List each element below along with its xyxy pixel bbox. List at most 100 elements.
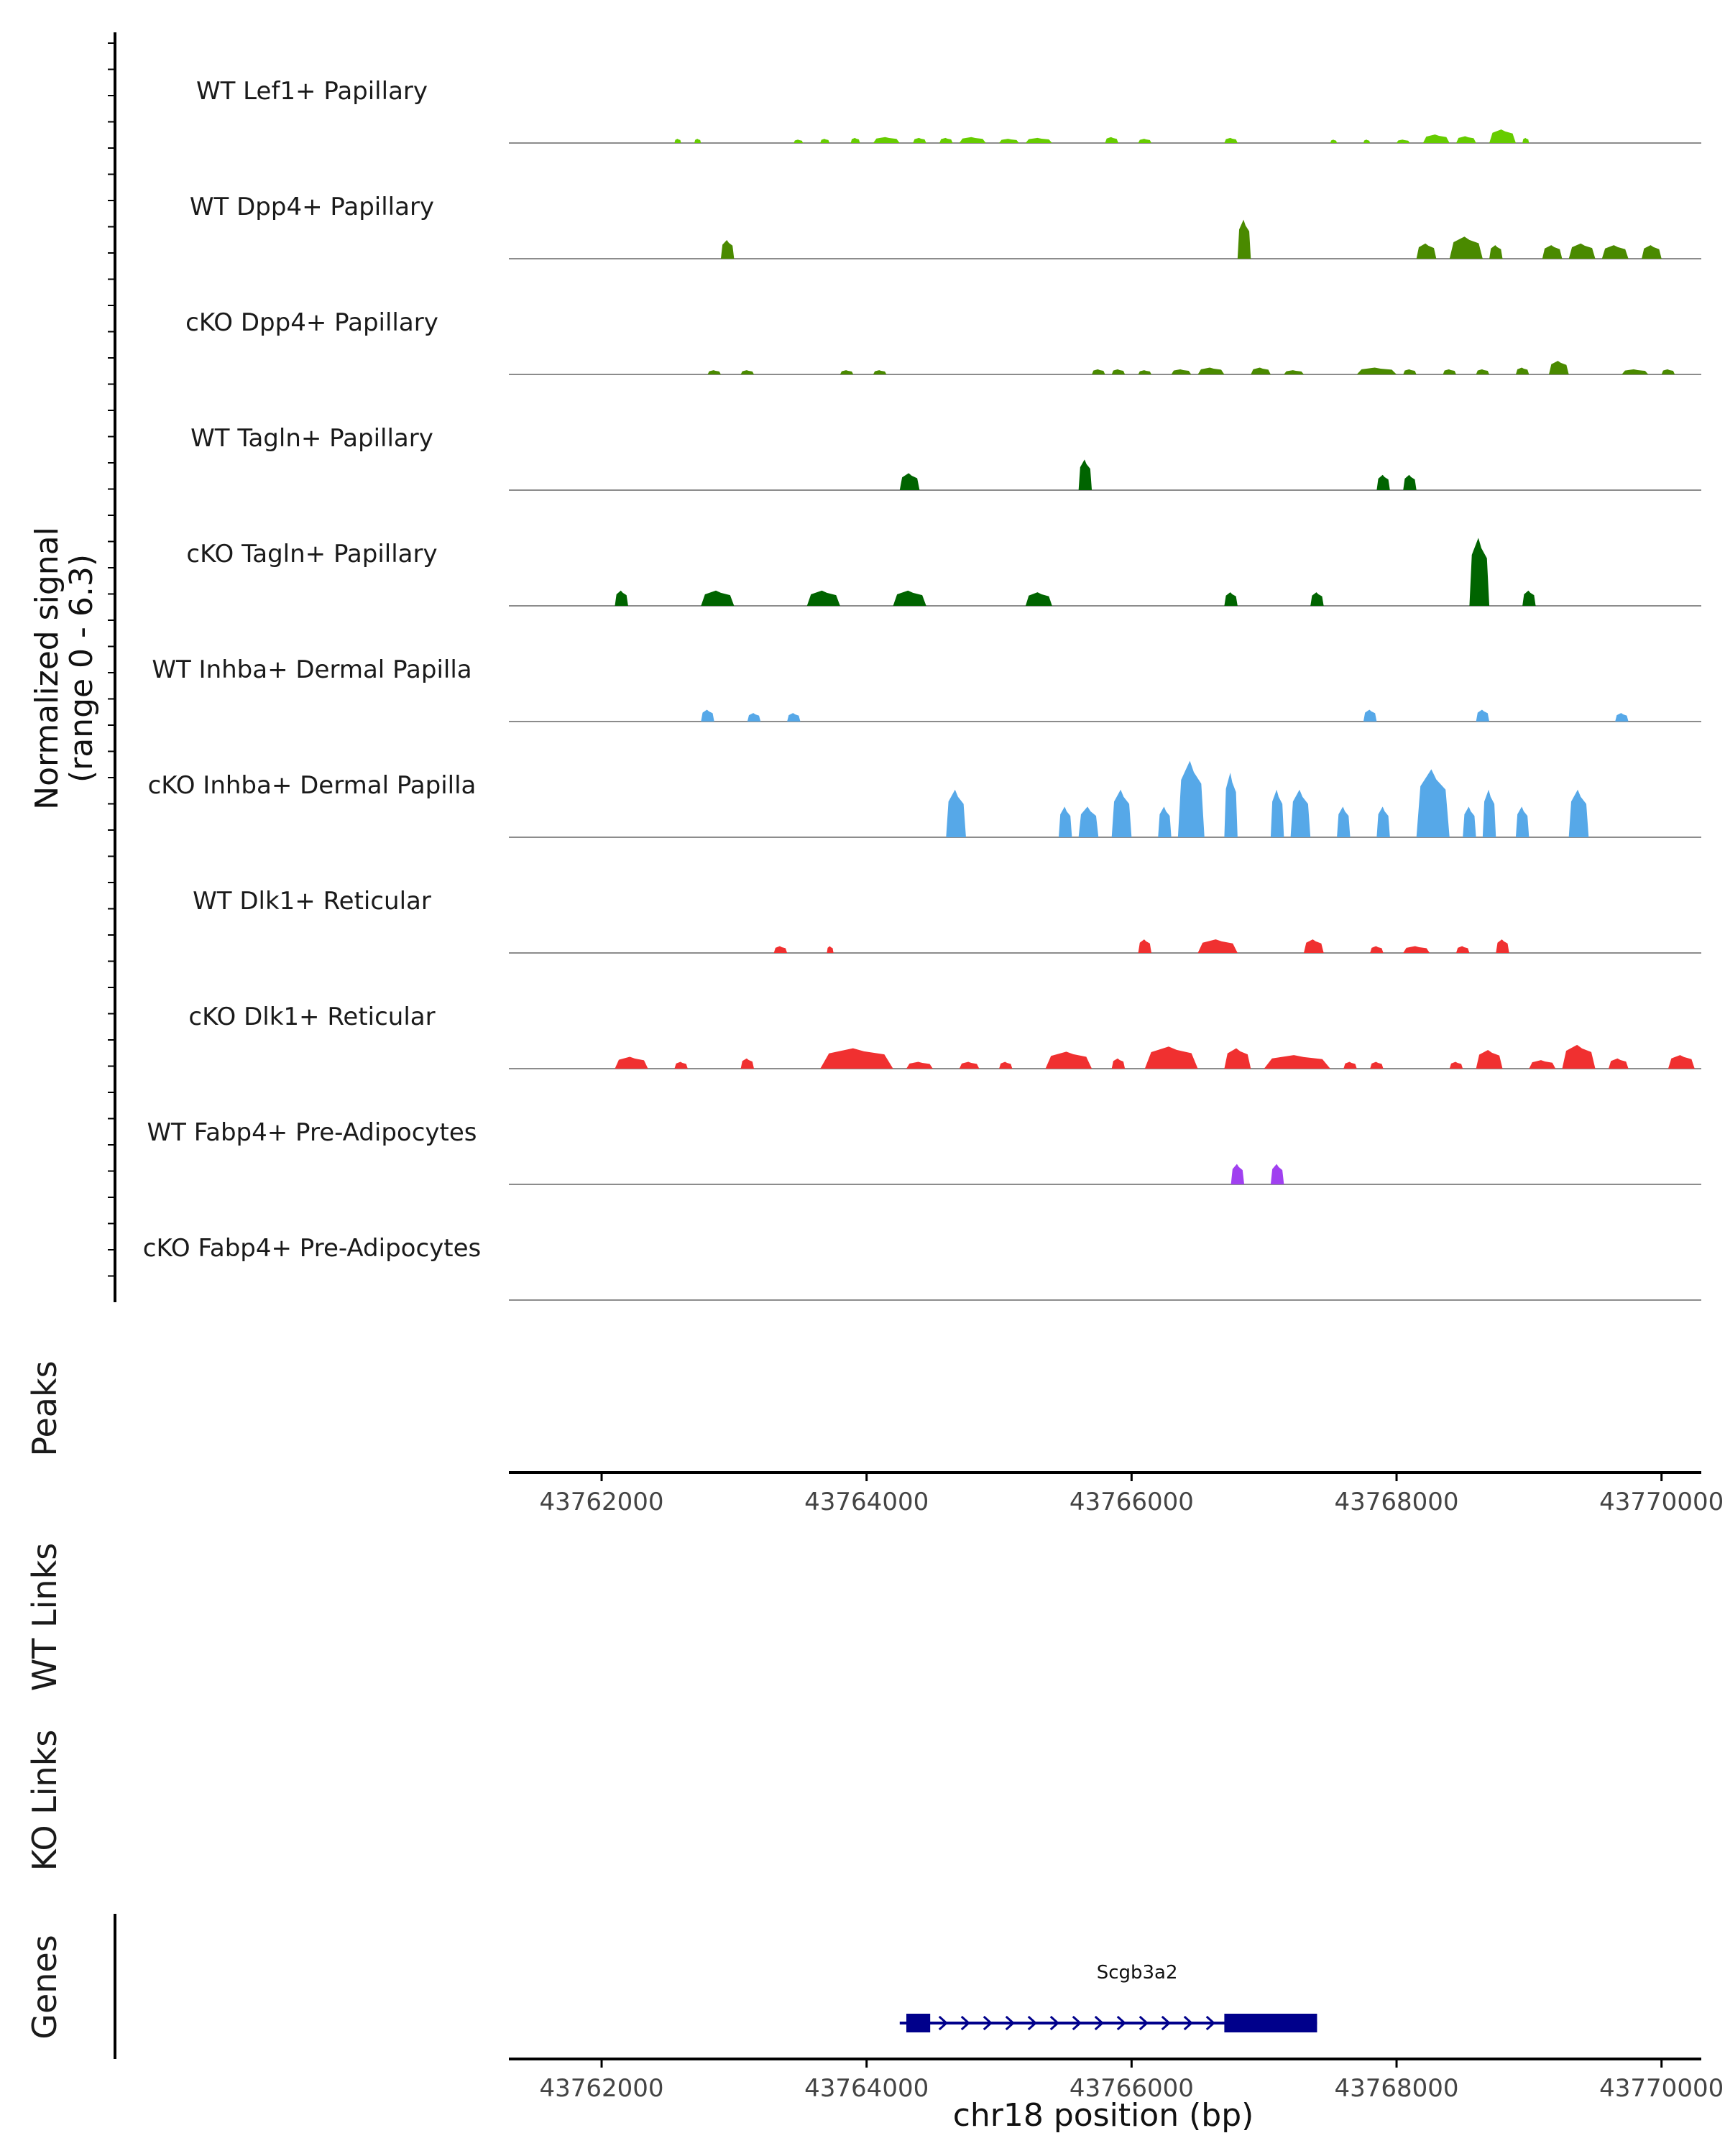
coverage-peak [1615,713,1629,722]
x-tick-label: 43768000 [1335,2074,1459,2103]
coverage-peak [1224,592,1238,606]
track: WT Lef1+ Papillary [196,77,1701,144]
track: WT Inhba+ Dermal Papilla [152,655,1701,722]
coverage-peak [1489,129,1516,143]
coverage-peak [1177,760,1205,837]
coverage-peak [773,946,788,953]
coverage-peak [1416,769,1450,837]
coverage-peak [1138,370,1152,374]
coverage-peak [701,709,714,722]
genes-panel-label: Genes [25,1935,64,2039]
coverage-peak [999,1061,1013,1069]
strand-arrow [938,2015,949,2031]
gene-name-label: Scgb3a2 [1097,1962,1178,1984]
coverage-peak [906,1061,933,1069]
track-label: cKO Inhba+ Dermal Papilla [148,771,477,800]
coverage-peak [873,137,900,143]
coverage-peak [1337,806,1351,837]
coverage-peak [959,137,986,143]
track-label: cKO Fabp4+ Pre-Adipocytes [143,1234,482,1263]
gene-exon [906,2014,931,2032]
coverage-peak [615,1056,648,1069]
coverage-peak [1290,789,1311,837]
coverage-peak [1622,369,1649,374]
track: WT Dpp4+ Papillary [190,193,1701,259]
coverage-peak [1343,1061,1357,1069]
strand-arrow [1138,2015,1149,2031]
coverage-peak [1642,245,1662,259]
coverage-peak [840,370,854,374]
coverage-peak [1363,139,1371,143]
coverage-peak [674,139,681,143]
coverage-peak [939,137,953,143]
coverage-peak [1476,1049,1503,1069]
coverage-peak [820,1048,893,1069]
coverage-peak [1422,134,1450,143]
coverage-peak [1197,939,1238,953]
coverage-peak [1144,1046,1198,1069]
track: cKO Fabp4+ Pre-Adipocytes [143,1234,1701,1301]
track: WT Tagln+ Papillary [190,424,1701,491]
coverage-peak [1661,369,1675,374]
track: cKO Tagln+ Papillary [186,538,1701,607]
coverage-peak [1455,946,1470,953]
track-label: WT Dlk1+ Reticular [193,887,431,916]
coverage-peak [1078,806,1099,837]
coverage-peak [1171,369,1192,374]
peaks-x-axis: 43762000 43764000 43766000 43768000 43770000 [509,1471,1724,1516]
coverage-peak [1416,243,1437,259]
coverage-peak [1476,709,1490,722]
coverage-peak [1482,789,1496,837]
coverage-peak [1304,939,1324,953]
coverage-peak [1138,939,1152,953]
coverage-peak [1251,367,1271,374]
coverage-peak [1608,1058,1629,1069]
x-axis-title: chr18 position (bp) [953,2097,1254,2134]
coverage-peak [1568,243,1596,259]
coverage-peak [1224,137,1238,143]
coverage-peak [827,946,834,953]
coverage-peak [1370,946,1384,953]
coverage-peak [740,370,755,374]
coverage-peak [1111,789,1132,837]
x-tick-label: 43770000 [1599,2074,1724,2103]
coverage-peak [1224,773,1238,837]
coverage-peak [1230,1164,1245,1184]
coverage-peak [1264,1055,1330,1069]
coverage-peak [1443,369,1456,374]
strand-arrow [1027,2015,1038,2031]
coverage-peak [1455,136,1476,143]
track-label: cKO Dlk1+ Reticular [188,1003,435,1031]
track: cKO Dpp4+ Papillary [185,308,1701,375]
x-tick-label: 43762000 [540,1488,664,1516]
coverage-peak [946,789,966,837]
coverage-peak [1270,789,1284,837]
coverage-peak [1449,1061,1463,1069]
track-label: WT Dpp4+ Papillary [190,193,434,221]
coverage-peak [1045,1051,1092,1069]
coverage-peak [1522,590,1536,606]
x-tick-label: 43766000 [1070,2074,1194,2103]
strand-arrow [1183,2015,1194,2031]
coverage-peak [1463,806,1476,837]
coverage-peak [747,713,761,722]
coverage-peak [1515,367,1530,374]
x-tick-label: 43766000 [1070,1488,1194,1516]
signal-y-ticks [108,42,115,1277]
coverage-peak [1284,370,1304,374]
coverage-peak [1111,1058,1126,1069]
coverage-peak [1403,474,1417,490]
coverage-peak [694,139,702,143]
coverage-peak [615,590,628,606]
track-label: WT Tagln+ Papillary [190,424,433,453]
coverage-tracks: WT Lef1+ Papillary WT Dpp4+ Papillary cKO … [143,77,1701,1301]
wt-links-panel-label: WT Links [25,1543,64,1691]
strand-arrow [1161,2015,1172,2031]
coverage-peak [1058,806,1072,837]
coverage-peak [893,590,926,606]
coverage-peak [1549,361,1569,374]
track: cKO Inhba+ Dermal Papilla [148,760,1701,838]
strand-arrow [1072,2015,1082,2031]
coverage-peak [701,590,735,606]
